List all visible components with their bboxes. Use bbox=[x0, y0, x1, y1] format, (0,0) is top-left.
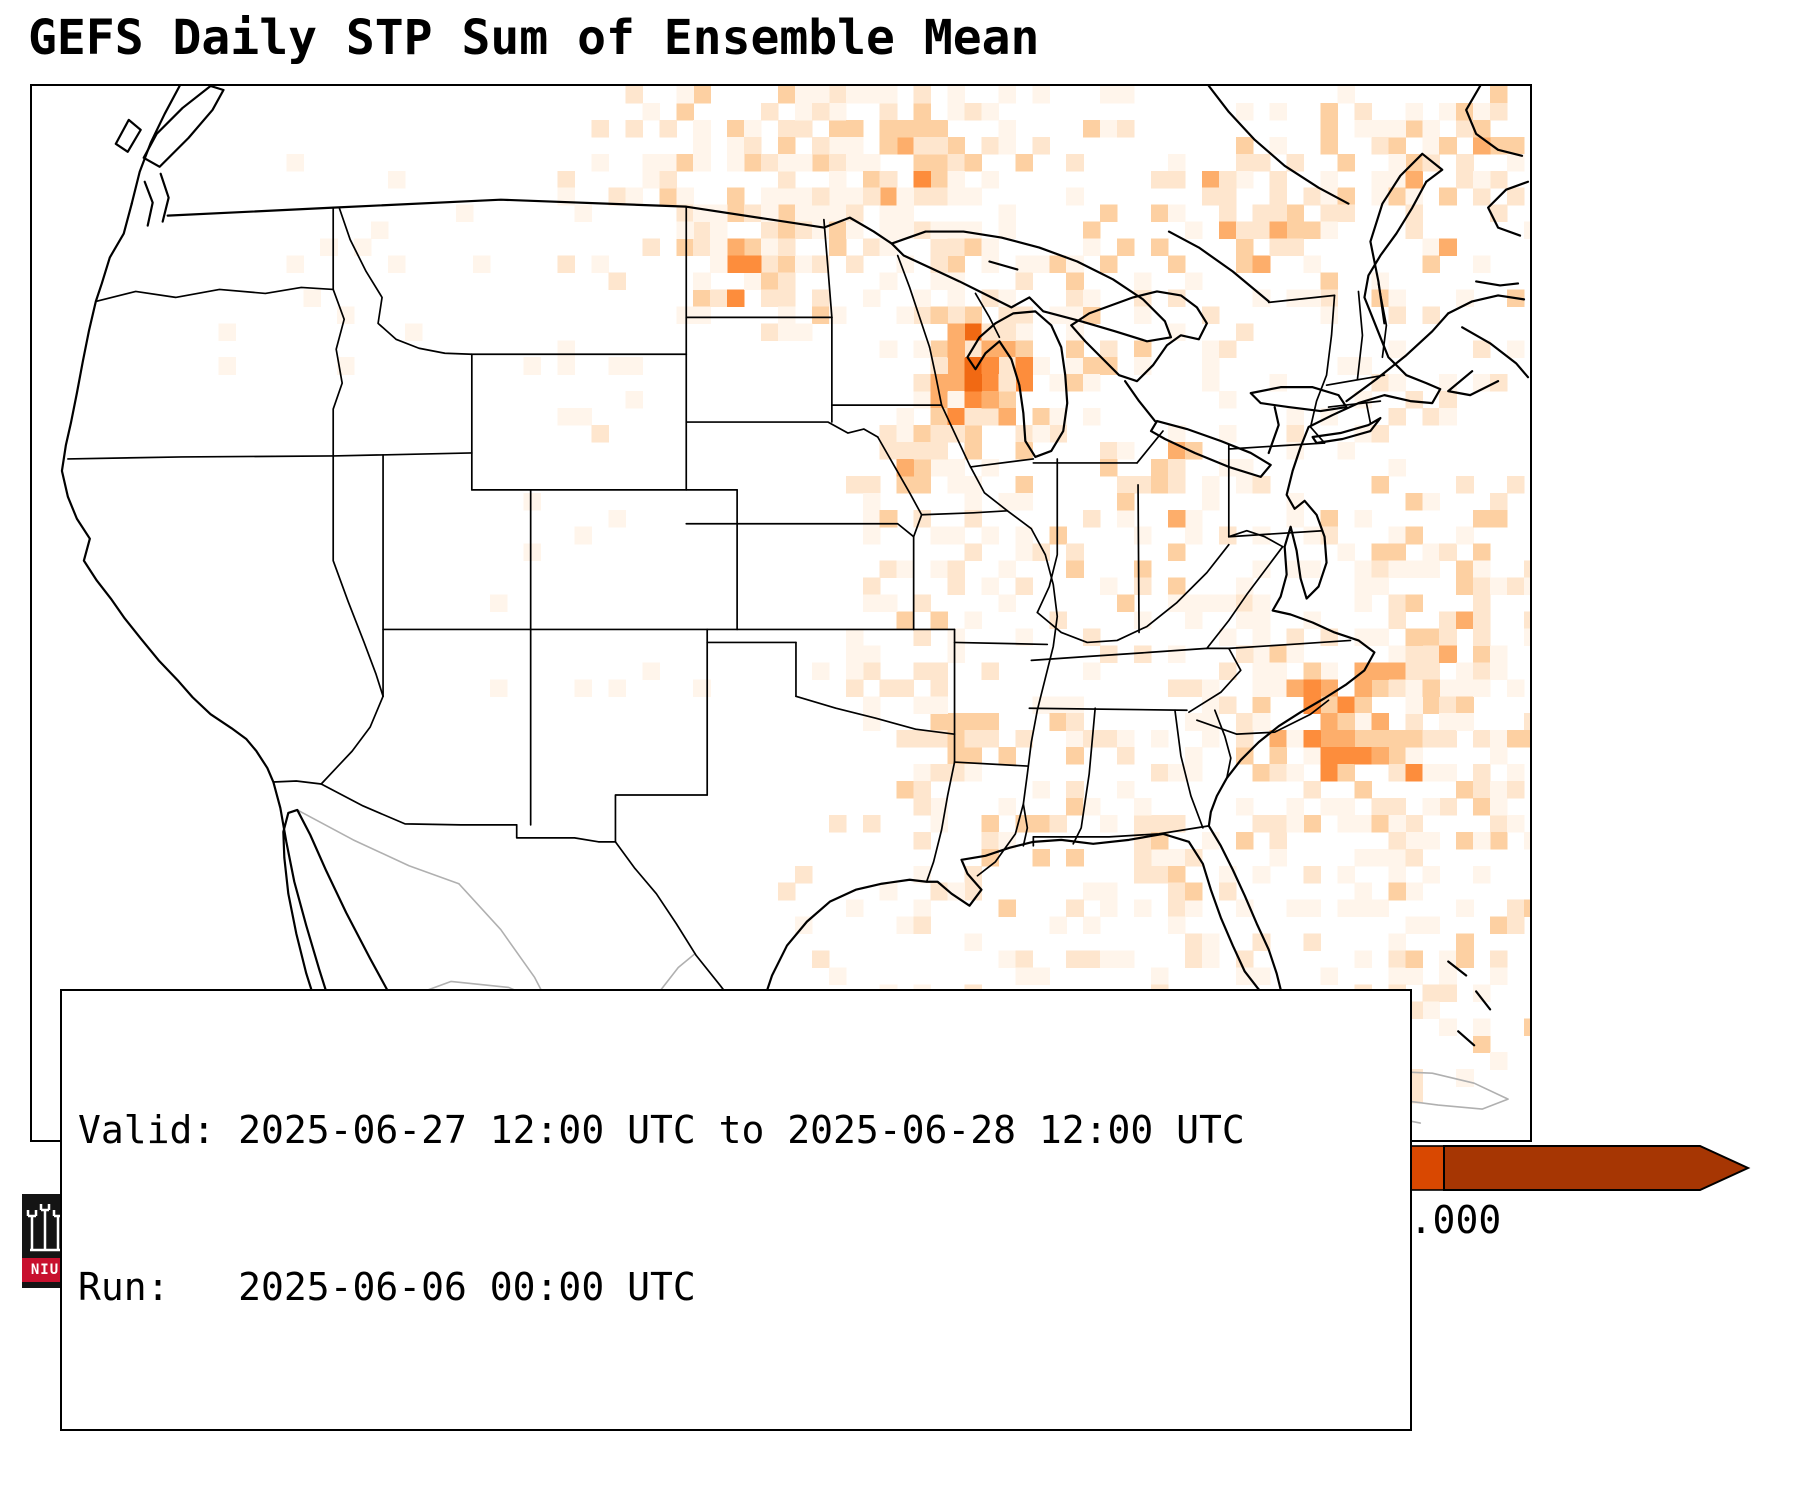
niu-logo-base bbox=[22, 1282, 68, 1288]
page-title: GEFS Daily STP Sum of Ensemble Mean bbox=[28, 10, 1040, 66]
niu-logo: NIU bbox=[22, 1194, 68, 1294]
coastlines bbox=[60, 86, 1530, 1140]
great-lakes bbox=[890, 230, 1348, 478]
info-box: Valid: 2025-06-27 12:00 UTC to 2025-06-2… bbox=[60, 989, 1412, 1431]
info-valid-line: Valid: 2025-06-27 12:00 UTC to 2025-06-2… bbox=[78, 1107, 1245, 1152]
stp-heatmap-layer bbox=[218, 86, 1530, 1140]
map-svg bbox=[60, 86, 1530, 1140]
info-run-line: Run: 2025-06-06 00:00 UTC bbox=[78, 1265, 696, 1310]
state-borders bbox=[67, 205, 1388, 1033]
map-frame: Valid: 2025-06-27 12:00 UTC to 2025-06-2… bbox=[30, 84, 1532, 1431]
